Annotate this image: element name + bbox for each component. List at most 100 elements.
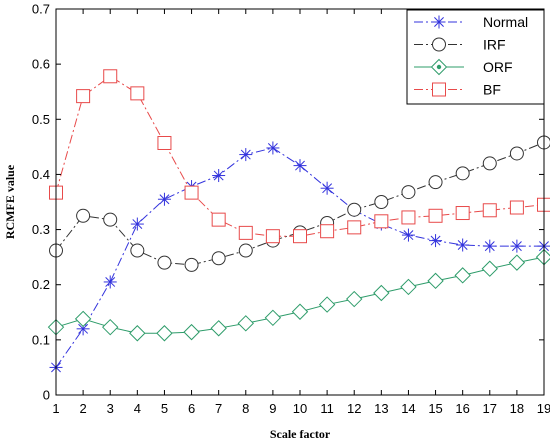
ticks-layer: 1 2 3 4 5 6 7 8 9 10 11 12 13 14 15 16 17 18 1900.10.20.30… — [32, 2, 550, 417]
y-tick-label: 0.5 — [32, 112, 50, 127]
data-point-orf — [346, 290, 363, 308]
data-point-normal — [266, 141, 280, 155]
x-tick-label: 9 — [269, 401, 276, 416]
data-point-normal — [212, 169, 226, 183]
x-tick-label: 11 — [320, 401, 334, 416]
y-tick-label: 0.2 — [32, 277, 50, 292]
data-point-orf — [291, 303, 309, 320]
data-point-normal — [239, 148, 253, 162]
legend-label-bf: BF — [483, 82, 501, 98]
x-tick-label: 6 — [188, 401, 195, 416]
data-point-irf — [509, 146, 524, 161]
data-point-irf — [401, 185, 416, 200]
series-normal — [49, 141, 550, 374]
x-axis-label: Scale factor — [270, 427, 331, 441]
y-axis-label: RCMFE value — [3, 164, 17, 239]
data-point-orf — [400, 278, 417, 296]
x-tick-label: 1 — [52, 401, 59, 416]
data-point-orf — [74, 310, 92, 328]
data-point-bf — [293, 229, 307, 244]
data-point-bf — [103, 69, 118, 84]
x-tick-label: 19 — [537, 401, 550, 416]
y-tick-label: 0.6 — [32, 57, 50, 72]
x-tick-label: 4 — [134, 401, 141, 416]
data-point-irf — [374, 195, 389, 209]
data-point-normal — [157, 192, 171, 206]
x-tick-label: 18 — [510, 401, 524, 416]
data-point-normal — [456, 238, 470, 252]
x-tick-label: 2 — [79, 401, 86, 416]
x-tick-label: 12 — [347, 401, 361, 416]
data-point-bf — [320, 224, 335, 239]
x-tick-label: 16 — [455, 401, 469, 416]
data-point-bf — [130, 86, 145, 101]
data-point-orf — [264, 309, 282, 327]
data-point-irf — [482, 156, 497, 171]
data-point-orf — [156, 325, 173, 342]
legend-marker-irf — [432, 37, 446, 52]
data-point-normal — [103, 275, 117, 289]
data-point-bf — [455, 206, 470, 221]
data-point-bf — [374, 214, 389, 229]
data-point-normal — [130, 217, 144, 231]
data-point-bf — [265, 229, 280, 244]
legend-label-orf: ORF — [483, 59, 513, 75]
data-point-normal — [510, 239, 524, 253]
series-bf — [49, 69, 550, 244]
data-point-normal — [483, 239, 497, 253]
data-point-bf — [211, 212, 226, 227]
data-point-orf — [508, 254, 526, 271]
data-point-orf — [237, 315, 254, 332]
legend-marker-normal — [432, 15, 446, 29]
legend-label-normal: Normal — [483, 14, 528, 30]
data-point-orf — [427, 272, 444, 290]
legend-label-irf: IRF — [483, 37, 506, 53]
data-point-normal — [320, 181, 334, 195]
x-tick-label: 7 — [215, 401, 222, 416]
data-point-orf — [129, 325, 146, 342]
data-point-orf — [318, 296, 336, 313]
data-point-irf — [238, 243, 253, 258]
data-point-irf — [130, 243, 145, 258]
data-point-bf — [482, 203, 497, 218]
y-tick-label: 0.3 — [32, 222, 50, 237]
x-tick-label: 8 — [242, 401, 249, 416]
data-point-normal — [429, 234, 443, 248]
x-tick-label: 15 — [428, 401, 442, 416]
legend-box — [406, 9, 545, 105]
data-point-orf — [454, 267, 471, 284]
data-point-normal — [293, 159, 307, 173]
y-tick-label: 0.7 — [32, 2, 50, 17]
x-tick-label: 5 — [161, 401, 168, 416]
y-tick-label: 0.1 — [32, 332, 50, 347]
series-layer — [47, 69, 550, 374]
data-point-bf — [509, 200, 524, 215]
data-point-bf — [347, 220, 362, 235]
y-tick-label: 0 — [43, 388, 50, 403]
data-point-bf — [76, 89, 91, 104]
y-tick-label: 0.4 — [32, 167, 50, 182]
data-point-irf — [428, 175, 443, 190]
data-point-orf — [481, 260, 498, 277]
data-point-orf — [102, 318, 119, 336]
data-point-irf — [455, 166, 470, 181]
x-tick-label: 13 — [374, 401, 388, 416]
data-point-orf — [183, 323, 200, 341]
data-point-irf — [76, 208, 91, 223]
data-point-bf — [428, 208, 443, 223]
x-tick-label: 17 — [483, 401, 497, 416]
data-point-irf — [103, 212, 118, 227]
data-point-orf — [373, 284, 390, 302]
data-point-bf — [238, 225, 253, 240]
data-point-bf — [184, 185, 199, 200]
data-point-bf — [157, 135, 172, 150]
legend-marker-bf — [432, 82, 446, 97]
data-point-irf — [184, 257, 199, 272]
data-point-irf — [157, 255, 172, 270]
legend-marker-dot-orf — [436, 64, 442, 70]
x-tick-label: 14 — [401, 401, 415, 416]
x-tick-label: 3 — [107, 401, 114, 416]
data-point-irf — [211, 251, 226, 266]
data-point-irf — [347, 202, 362, 217]
